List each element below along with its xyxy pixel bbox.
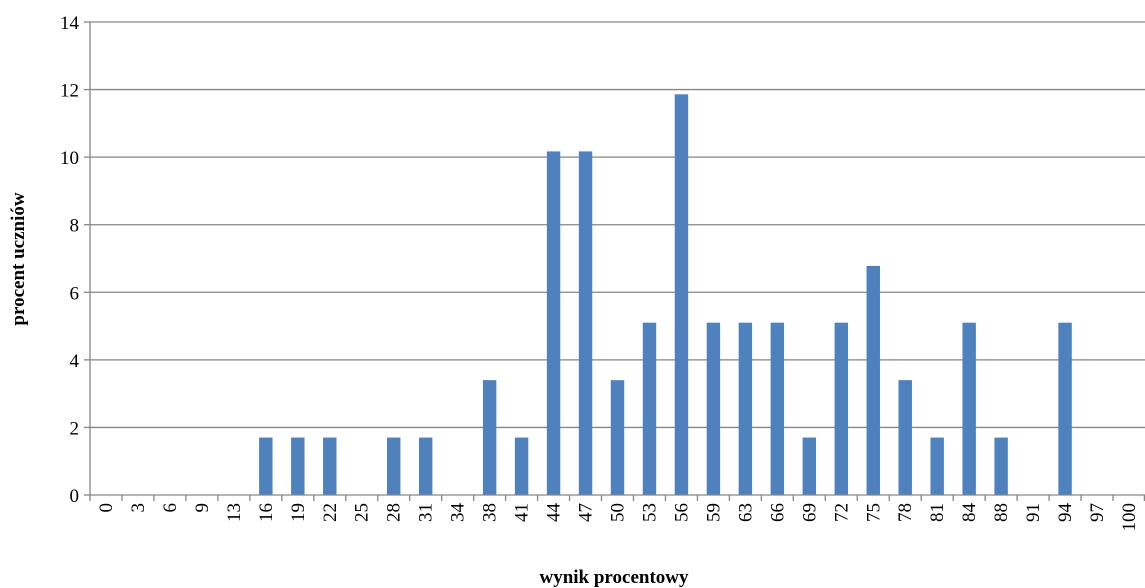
x-tick-label: 50 [608,503,629,522]
bar-41 [514,437,529,495]
y-tick-label: 6 [70,283,80,304]
x-tick-label: 56 [671,503,692,522]
x-tick-label: 13 [224,503,245,522]
bar-31 [418,437,433,495]
bar-66 [770,322,785,495]
bars [259,94,1072,496]
bar-53 [642,322,657,495]
axes [89,22,1145,496]
x-tick-label: 3 [128,503,149,513]
y-tick-label: 14 [60,13,80,34]
bar-69 [802,437,817,495]
bar-59 [706,322,721,495]
y-tick-label: 4 [70,351,80,372]
bar-75 [866,265,880,495]
y-axis-title: procent uczniów [8,192,29,325]
x-tick-label: 9 [192,503,213,513]
bar-28 [386,437,401,495]
y-tick-label: 0 [70,486,80,507]
y-tick-label: 10 [60,148,79,169]
x-tick-label: 97 [1087,503,1108,522]
x-tick-label: 88 [991,503,1012,522]
bar-94 [1058,322,1072,495]
x-tick-label: 94 [1055,503,1076,523]
x-tick-label: 25 [352,503,373,522]
x-tick-label: 44 [544,503,565,523]
x-tick-label: 19 [288,503,309,522]
y-tick-label: 8 [70,216,80,237]
x-tick-label: 59 [703,503,724,522]
x-tick-label: 91 [1023,503,1044,522]
bar-81 [930,437,944,495]
x-tick-label: 16 [256,503,277,522]
bar-44 [546,151,561,495]
y-tick-labels: 0 2 4 6 8 10 12 14 [60,13,90,507]
bar-88 [994,437,1008,495]
x-tick-label: 6 [160,503,181,513]
bar-72 [834,322,849,495]
bar-22 [323,437,337,495]
x-tick-label: 100 [1119,503,1140,532]
x-axis-title: wynik procentowy [539,567,689,588]
bar-47 [578,151,593,495]
x-tick-label: 81 [927,503,948,522]
x-tick-label: 22 [320,503,341,522]
x-tick-label: 72 [831,503,852,522]
x-tick-label: 63 [735,503,756,522]
y-tick-label: 12 [60,81,79,102]
bar-56 [674,94,689,496]
x-tick-label: 28 [384,503,405,522]
x-tick-label: 0 [96,503,117,513]
bar-38 [482,380,497,495]
bar-78 [898,380,912,495]
bar-19 [291,437,305,495]
bar-63 [738,322,753,495]
x-tick-label: 31 [416,503,437,522]
x-tick-label: 34 [448,503,469,523]
x-tick-label: 38 [480,503,501,522]
x-tick-label: 41 [512,503,533,522]
bar-84 [962,322,976,495]
y-tick-label: 2 [70,418,80,439]
bar-50 [610,380,625,495]
x-tick-label: 47 [576,503,597,522]
x-tick-label: 53 [639,503,660,522]
x-tick-label: 69 [799,503,820,522]
x-tick-label: 84 [959,503,980,523]
x-tick-label: 78 [895,503,916,522]
x-tick-label: 66 [767,503,788,522]
gridlines [90,21,1145,429]
x-tick-label: 75 [863,503,884,522]
bar-16 [259,437,273,495]
x-tick-labels: 0 3 6 9 13 16 19 22 25 28 31 34 38 41 44 47 50 53 56 59 63 66… [89,495,1145,532]
